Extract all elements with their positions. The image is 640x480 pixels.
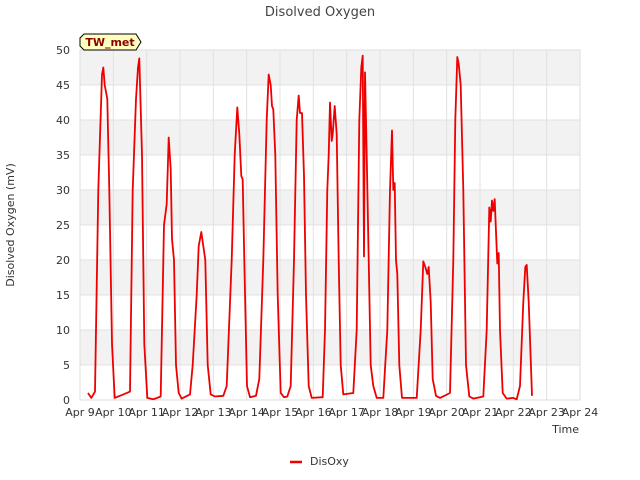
y-tick-label: 40 <box>56 114 70 127</box>
grid-band <box>80 190 580 225</box>
x-tick-label: Apr 22 <box>495 406 532 419</box>
x-tick-label: Apr 19 <box>395 406 432 419</box>
grid-band <box>80 330 580 365</box>
y-tick-labels: 0 5 10 15 20 25 30 35 40 45 50 <box>56 44 70 407</box>
y-tick-label: 5 <box>63 359 70 372</box>
x-tick-label: Apr 18 <box>362 406 399 419</box>
series-line-disoxy <box>87 54 533 401</box>
station-badge: TW_met <box>79 33 142 51</box>
y-tick-label: 10 <box>56 324 70 337</box>
x-tick-label: Apr 20 <box>428 406 465 419</box>
station-badge-label: TW_met <box>85 36 134 49</box>
plot-frame <box>79 49 581 401</box>
grid-band <box>80 260 580 295</box>
y-tick-label: 0 <box>63 394 70 407</box>
x-tick-label: Apr 14 <box>228 406 265 419</box>
x-tick-label: Apr 10 <box>95 406 132 419</box>
x-tick-label: Apr 17 <box>328 406 365 419</box>
legend-label-disoxy: DisOxy <box>310 455 349 468</box>
x-tick-label: Apr 16 <box>295 406 332 419</box>
y-tick-label: 50 <box>56 44 70 57</box>
x-tick-label: Apr 24 <box>562 406 599 419</box>
grid-band <box>80 50 580 85</box>
x-tick-label: Apr 23 <box>528 406 565 419</box>
x-tick-label: Apr 15 <box>262 406 299 419</box>
y-tick-label: 15 <box>56 289 70 302</box>
series-lines <box>87 54 533 401</box>
y-tick-label: 25 <box>56 219 70 232</box>
y-tick-label: 20 <box>56 254 70 267</box>
y-tick-label: 45 <box>56 79 70 92</box>
x-tick-label: Apr 9 <box>65 406 95 419</box>
chart-title: Disolved Oxygen <box>265 5 375 20</box>
station-badge-box <box>79 33 142 51</box>
y-tick-label: 35 <box>56 149 70 162</box>
x-axis-label: Time <box>551 423 579 436</box>
x-tick-label: Apr 12 <box>162 406 199 419</box>
y-tick-label: 30 <box>56 184 70 197</box>
y-axis-label: Disolved Oxygen (mV) <box>4 163 17 287</box>
legend: DisOxy <box>290 455 349 468</box>
x-tick-label: Apr 13 <box>195 406 232 419</box>
x-tick-label: Apr 21 <box>462 406 499 419</box>
x-tick-label: Apr 11 <box>128 406 165 419</box>
